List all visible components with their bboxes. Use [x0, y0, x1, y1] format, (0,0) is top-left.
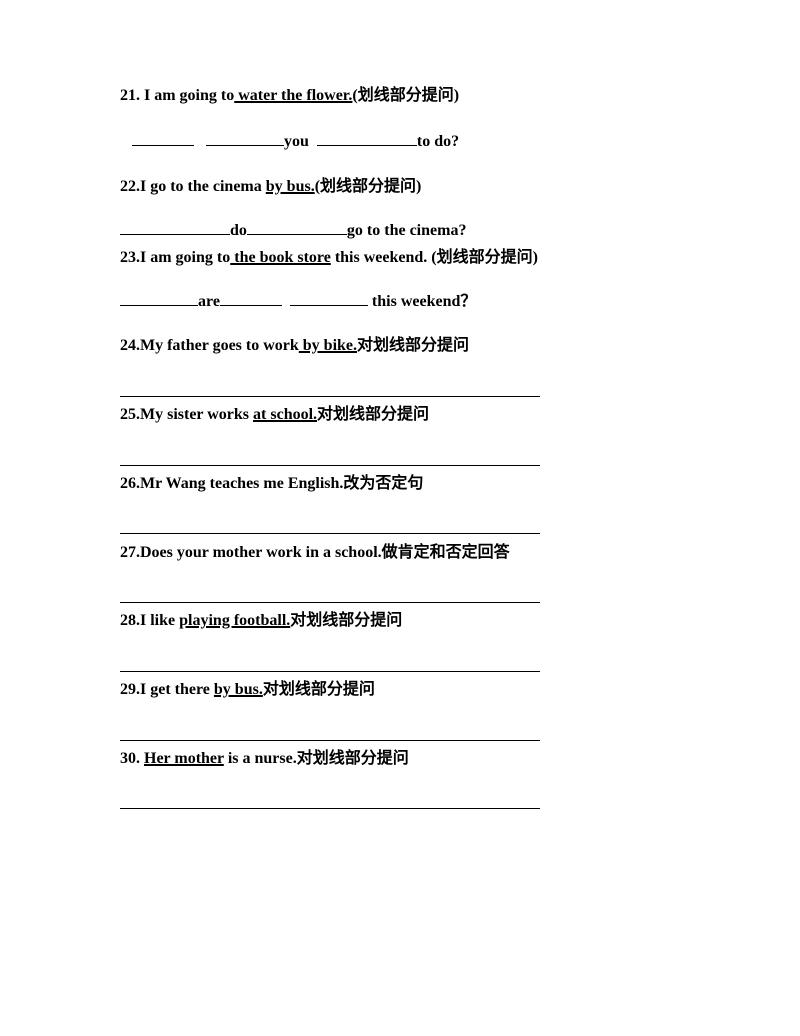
q28-note: 对划线部分提问 [290, 612, 402, 629]
question-29: 29.I get there by bus.对划线部分提问 [120, 679, 690, 701]
question-22: 22.I go to the cinema by bus.(划线部分提问) [120, 176, 690, 198]
q24-number: 24. [120, 337, 140, 354]
q22-tail: go to the cinema? [347, 222, 467, 239]
blank-fill[interactable] [120, 218, 230, 235]
question-21: 21. I am going to water the flower.(划线部分… [120, 85, 690, 107]
q23-post: this weekend. [331, 249, 431, 266]
q21-pre: I am going to [144, 87, 234, 104]
question-30: 30. Her mother is a nurse.对划线部分提问 [120, 748, 690, 770]
question-24: 24.My father goes to work by bike.对划线部分提… [120, 335, 690, 357]
blank-fill[interactable] [220, 289, 282, 306]
q24-pre: My father goes to work [140, 337, 299, 354]
q28-underlined: playing football. [179, 612, 290, 629]
q24-underlined: by bike. [299, 337, 357, 354]
question-27: 27.Does your mother work in a school.做肯定… [120, 542, 690, 564]
blank-fill[interactable] [317, 129, 417, 146]
q23-underlined: the book store [230, 249, 331, 266]
q29-answer [120, 724, 690, 748]
blank-fill[interactable] [132, 129, 194, 146]
q30-underlined: Her mother [144, 750, 224, 767]
q29-note: 对划线部分提问 [263, 681, 375, 698]
q25-answer [120, 449, 690, 473]
q23-are: are [198, 293, 220, 310]
blank-fill[interactable] [290, 289, 368, 306]
blank-fill[interactable] [120, 449, 540, 466]
q27-answer [120, 586, 690, 610]
q22-pre: I go to the cinema [140, 178, 266, 195]
blank-fill[interactable] [120, 586, 540, 603]
question-26: 26.Mr Wang teaches me English.改为否定句 [120, 473, 690, 495]
q22-do: do [230, 222, 247, 239]
question-23: 23.I am going to the book store this wee… [120, 247, 690, 269]
q24-answer [120, 380, 690, 404]
q28-pre: I like [140, 612, 179, 629]
blank-fill[interactable] [120, 724, 540, 741]
blank-fill[interactable] [247, 218, 347, 235]
q25-note: 对划线部分提问 [317, 406, 429, 423]
q21-number: 21. [120, 87, 144, 104]
q30-post: is a nurse. [224, 750, 297, 767]
q28-answer [120, 655, 690, 679]
blank-fill[interactable] [120, 380, 540, 397]
q22-answer: do go to the cinema? [120, 218, 690, 242]
question-28: 28.I like playing football.对划线部分提问 [120, 610, 690, 632]
q26-text: Mr Wang teaches me English. [140, 475, 343, 492]
q30-answer [120, 792, 690, 816]
q22-underlined: by bus. [266, 178, 315, 195]
q30-note: 对划线部分提问 [297, 750, 409, 767]
q23-number: 23. [120, 249, 140, 266]
q21-answer: you to do? [120, 129, 690, 153]
blank-fill[interactable] [206, 129, 284, 146]
q26-number: 26. [120, 475, 140, 492]
blank-fill[interactable] [120, 655, 540, 672]
q27-number: 27. [120, 544, 140, 561]
q25-number: 25. [120, 406, 140, 423]
q27-text: Does your mother work in a school. [140, 544, 382, 561]
q25-pre: My sister works [140, 406, 253, 423]
q27-note: 做肯定和否定回答 [382, 544, 510, 561]
q25-underlined: at school. [253, 406, 317, 423]
q28-number: 28. [120, 612, 140, 629]
q29-underlined: by bus. [214, 681, 263, 698]
blank-fill[interactable] [120, 289, 198, 306]
q22-note: (划线部分提问) [315, 178, 422, 195]
q23-tail: this weekend？ [368, 293, 476, 310]
q21-you: you [284, 133, 309, 150]
q30-number: 30. [120, 750, 144, 767]
q21-underlined: water the flower. [234, 87, 352, 104]
q24-note: 对划线部分提问 [357, 337, 469, 354]
q21-todo: to do? [417, 133, 459, 150]
q26-note: 改为否定句 [343, 475, 423, 492]
q26-answer [120, 517, 690, 541]
q21-note: (划线部分提问) [352, 87, 459, 104]
q22-number: 22. [120, 178, 140, 195]
question-25: 25.My sister works at school.对划线部分提问 [120, 404, 690, 426]
q23-answer: are this weekend？ [120, 289, 690, 313]
blank-fill[interactable] [120, 517, 540, 534]
worksheet-page: 21. I am going to water the flower.(划线部分… [0, 0, 800, 817]
q29-pre: I get there [140, 681, 214, 698]
blank-fill[interactable] [120, 792, 540, 809]
q23-pre: I am going to [140, 249, 230, 266]
q29-number: 29. [120, 681, 140, 698]
q23-note: (划线部分提问) [431, 249, 538, 266]
